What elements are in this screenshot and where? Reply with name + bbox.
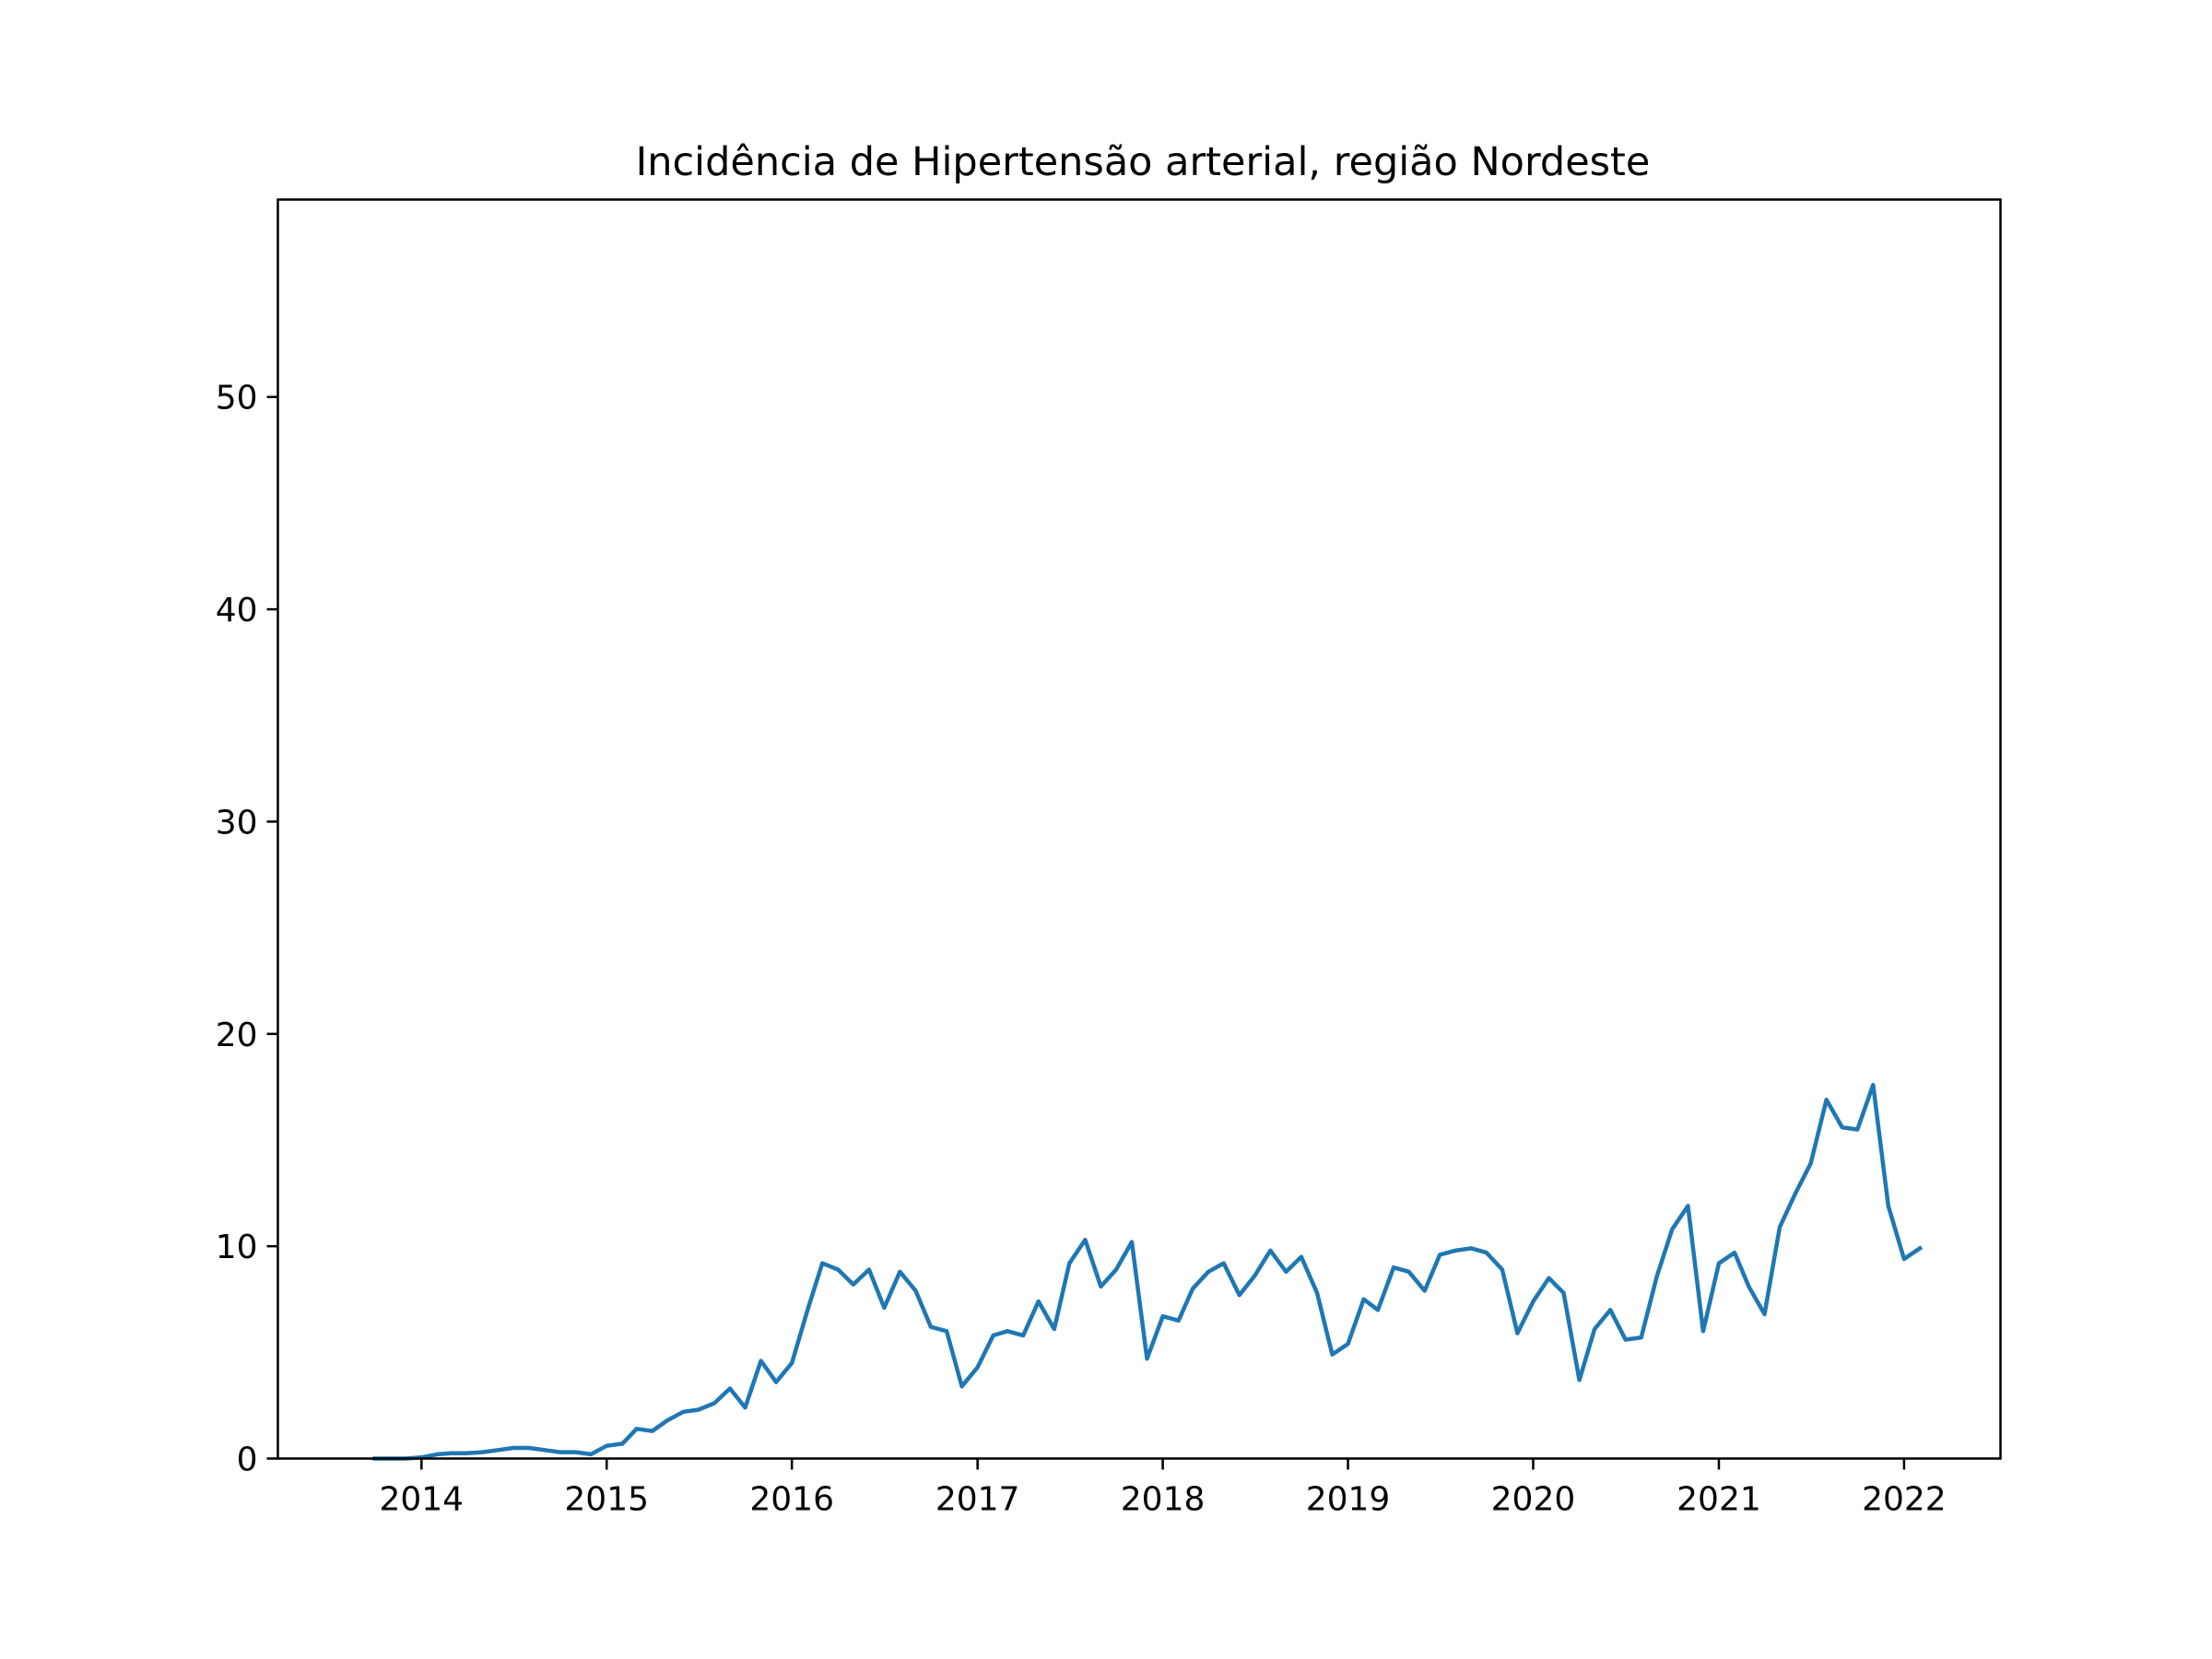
y-tick-label: 50 xyxy=(216,380,258,418)
y-axis: 0 10 20 30 40 50 xyxy=(216,380,278,1479)
x-tick-label: 2014 xyxy=(379,1481,464,1519)
y-tick-label: 40 xyxy=(216,592,258,629)
plot-frame xyxy=(276,198,2002,1460)
chart-title: Incidência de Hipertensão arterial, regi… xyxy=(636,139,1651,185)
y-tick-label: 30 xyxy=(216,804,258,841)
x-tick-label: 2022 xyxy=(1862,1481,1947,1519)
x-tick-label: 2015 xyxy=(564,1481,649,1519)
x-tick-label: 2020 xyxy=(1491,1481,1576,1519)
x-axis: 2014 2015 2016 2017 2018 2019 2020 2021 2022 xyxy=(379,1458,1947,1519)
x-tick-label: 2016 xyxy=(749,1481,834,1519)
y-tick-label: 0 xyxy=(237,1441,258,1479)
y-tick-label: 20 xyxy=(216,1017,258,1054)
x-tick-label: 2018 xyxy=(1121,1481,1206,1519)
y-tick-label: 10 xyxy=(216,1229,258,1266)
x-tick-label: 2019 xyxy=(1306,1481,1391,1519)
series-line xyxy=(372,1082,1924,1461)
x-tick-label: 2021 xyxy=(1677,1481,1761,1519)
x-tick-label: 2017 xyxy=(935,1481,1020,1519)
